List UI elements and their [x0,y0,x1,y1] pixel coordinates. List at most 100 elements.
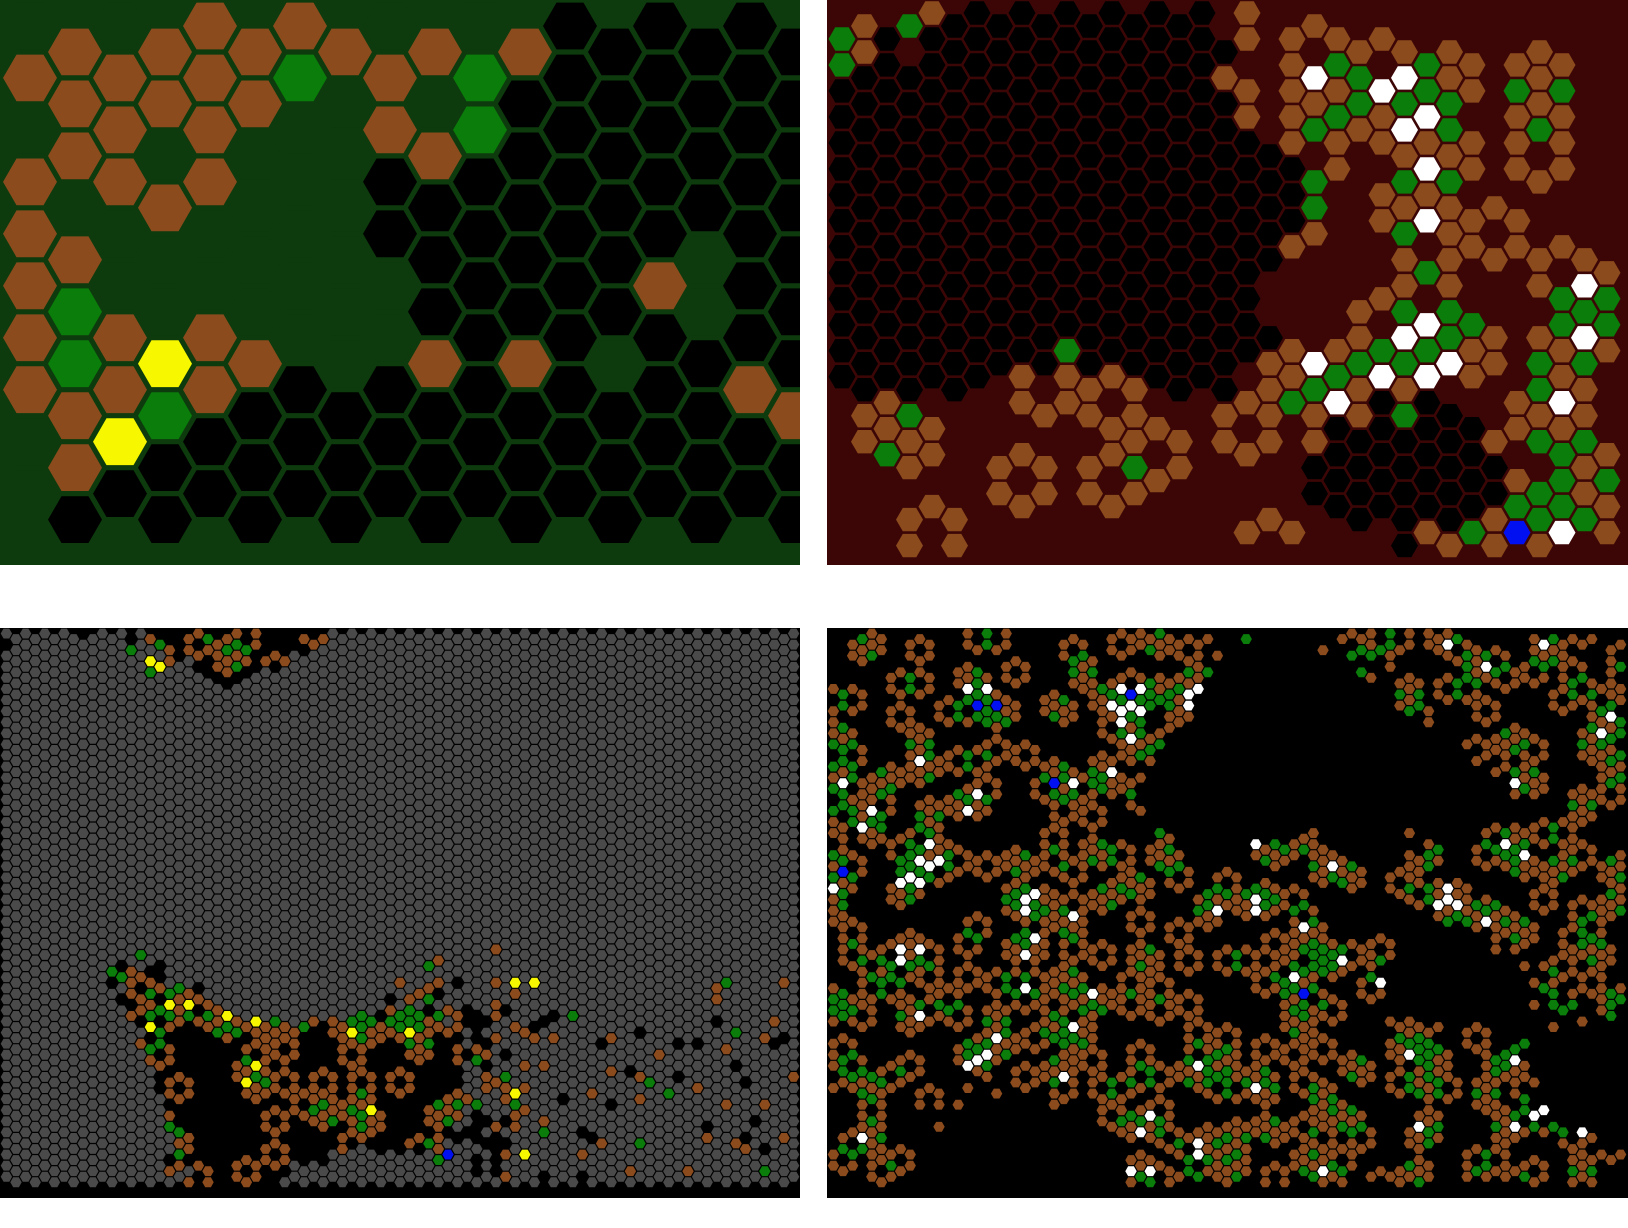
empty-tile[interactable] [269,1116,281,1127]
hidden-tile[interactable] [1391,481,1418,506]
hidden-tile[interactable] [941,66,968,90]
hidden-tile[interactable] [336,645,349,656]
hidden-tile[interactable] [918,27,946,51]
hidden-tile[interactable] [1098,53,1126,77]
hidden-tile[interactable] [739,966,752,977]
hidden-tile[interactable] [605,1022,617,1032]
number-tile-2[interactable] [453,106,507,154]
hidden-tile[interactable] [77,1094,89,1105]
hidden-tile[interactable] [528,656,541,667]
number-tile-1[interactable] [519,1105,531,1116]
hidden-tile[interactable] [1458,469,1486,493]
hidden-tile[interactable] [163,667,176,678]
hidden-tile[interactable] [259,833,272,844]
hidden-tile[interactable] [643,1166,656,1177]
hidden-tile[interactable] [0,916,13,927]
hidden-tile[interactable] [567,977,579,988]
hidden-tile[interactable] [423,684,435,694]
hidden-tile[interactable] [19,628,32,639]
empty-tile[interactable] [211,1060,224,1071]
hidden-tile[interactable] [918,313,946,337]
hidden-tile[interactable] [423,706,435,717]
hidden-tile[interactable] [269,806,281,816]
hidden-tile[interactable] [231,883,243,894]
hidden-tile[interactable] [259,733,272,744]
number-tile-3[interactable] [144,656,157,667]
hidden-tile[interactable] [986,352,1013,376]
hidden-tile[interactable] [557,828,569,838]
hidden-tile[interactable] [711,927,723,938]
hidden-tile[interactable] [327,806,339,816]
empty-tile[interactable] [1256,66,1283,90]
hidden-tile[interactable] [19,717,32,728]
hidden-tile[interactable] [682,1121,694,1132]
hidden-tile[interactable] [730,661,742,672]
hidden-tile[interactable] [723,210,777,258]
empty-tile[interactable] [259,634,272,644]
hidden-tile[interactable] [346,939,358,949]
hidden-tile[interactable] [720,1022,733,1032]
hidden-tile[interactable] [375,911,387,922]
hidden-tile[interactable] [547,767,560,777]
hidden-tile[interactable] [730,1149,742,1160]
hidden-tile[interactable] [135,872,147,883]
hidden-tile[interactable] [615,950,627,960]
hidden-tile[interactable] [115,672,128,683]
hidden-tile[interactable] [739,1166,752,1177]
hidden-tile[interactable] [48,1133,61,1143]
hidden-tile[interactable] [519,983,531,994]
hidden-tile[interactable] [490,1099,502,1110]
hidden-tile[interactable] [576,628,589,639]
hex-board[interactable] [0,628,800,1198]
hidden-tile[interactable] [39,1072,51,1082]
number-tile-1[interactable] [1278,339,1306,363]
hidden-tile[interactable] [1346,507,1373,532]
hidden-tile[interactable] [394,1177,406,1188]
empty-tile[interactable] [307,1138,320,1149]
hidden-tile[interactable] [346,850,358,861]
hidden-tile[interactable] [221,822,233,833]
hidden-tile[interactable] [318,392,372,440]
number-tile-1[interactable] [451,1088,464,1099]
hidden-tile[interactable] [624,1077,637,1088]
hidden-tile[interactable] [720,1133,733,1143]
hidden-tile[interactable] [317,988,329,999]
hidden-tile[interactable] [135,772,147,783]
empty-tile[interactable] [1526,222,1553,246]
hidden-tile[interactable] [615,994,627,1005]
hidden-tile[interactable] [327,695,339,705]
empty-tile[interactable] [1481,66,1508,90]
hidden-tile[interactable] [701,1144,713,1154]
hidden-tile[interactable] [48,944,61,955]
number-tile-1[interactable] [595,1138,608,1149]
hidden-tile[interactable] [547,800,560,811]
hidden-tile[interactable] [653,994,665,1005]
hidden-tile[interactable] [528,1011,541,1021]
number-tile-1[interactable] [327,1027,339,1038]
hidden-tile[interactable] [768,672,781,683]
hidden-tile[interactable] [183,733,195,744]
hidden-tile[interactable] [106,700,118,711]
hidden-tile[interactable] [461,1027,473,1038]
empty-tile[interactable] [1053,417,1081,441]
hidden-tile[interactable] [711,661,723,672]
hidden-tile[interactable] [557,1105,569,1116]
hidden-tile[interactable] [211,772,224,783]
number-tile-1[interactable] [211,650,224,661]
hidden-tile[interactable] [691,1049,704,1060]
number-tile-1[interactable] [1121,481,1148,506]
hidden-tile[interactable] [557,695,569,705]
hidden-tile[interactable] [19,772,32,783]
number-tile-1[interactable] [269,650,281,661]
number-tile-1[interactable] [499,1149,512,1160]
hidden-tile[interactable] [701,678,713,689]
empty-tile[interactable] [1593,53,1621,77]
hidden-tile[interactable] [365,661,377,672]
hidden-tile[interactable] [624,1033,637,1044]
hidden-tile[interactable] [730,983,742,994]
hidden-tile[interactable] [346,717,358,728]
hidden-tile[interactable] [615,684,627,694]
hidden-tile[interactable] [307,772,320,783]
hidden-tile[interactable] [963,53,991,77]
empty-tile[interactable] [1278,261,1306,285]
